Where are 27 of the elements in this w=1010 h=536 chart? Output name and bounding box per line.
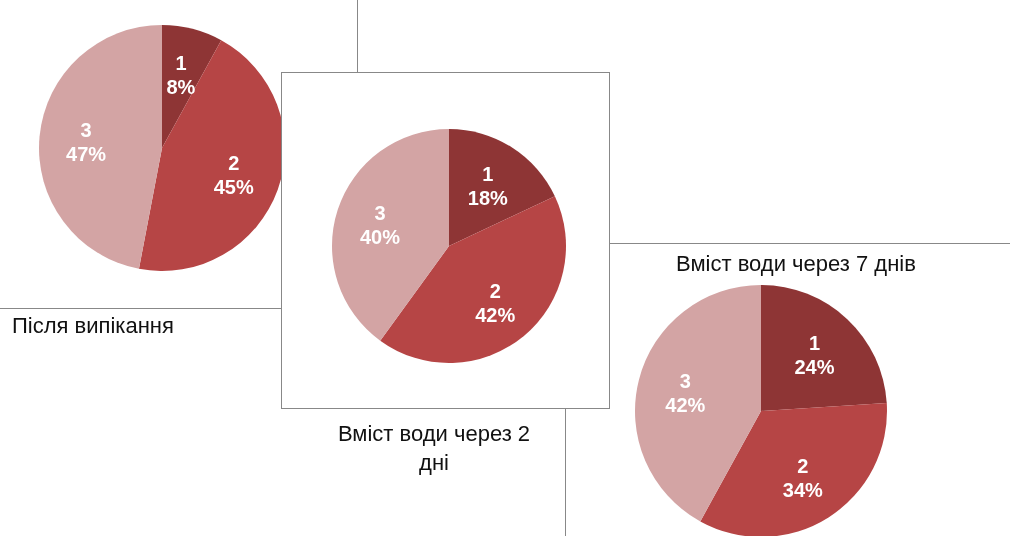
data-label: 18%	[467, 186, 509, 209]
slice-label: 2	[228, 151, 240, 174]
slice-label: 3	[679, 369, 691, 392]
data-label: 47%	[66, 142, 107, 165]
text: Вміст води через 2 дні	[336, 420, 532, 477]
data-label: 42%	[475, 303, 516, 326]
chart-title: Вміст води через 7 днів	[676, 250, 917, 278]
pie-slice	[162, 25, 222, 148]
pie-slice	[332, 129, 449, 341]
data-label: 8%	[166, 76, 196, 99]
slice-label: 2	[489, 279, 501, 302]
pie-slice	[39, 25, 162, 269]
data-label: 45%	[213, 175, 254, 198]
slice-label: 3	[374, 201, 386, 224]
slice-label: 3	[80, 118, 92, 141]
slice-label: 2	[797, 454, 809, 477]
pie-slice	[635, 285, 761, 522]
slice-label: 1	[482, 162, 494, 185]
data-label: 42%	[665, 393, 706, 416]
pie-slice	[761, 285, 887, 411]
data-label: 24%	[794, 356, 835, 379]
data-label: 40%	[359, 225, 401, 248]
slice-label: 1	[175, 52, 187, 75]
text: Після випікання	[12, 312, 175, 340]
pie-slice	[449, 129, 555, 246]
data-label: 34%	[782, 478, 824, 501]
slice-label: 1	[808, 332, 821, 355]
